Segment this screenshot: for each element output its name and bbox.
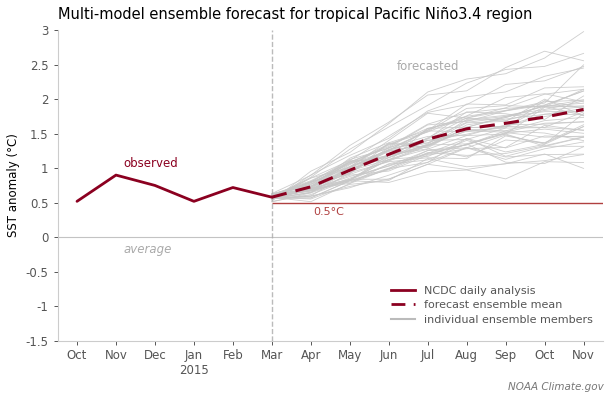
Text: NOAA Climate.gov: NOAA Climate.gov [508, 382, 604, 392]
Text: Multi-model ensemble forecast for tropical Pacific Niño3.4 region: Multi-model ensemble forecast for tropic… [57, 7, 532, 22]
Text: 0.5°C: 0.5°C [313, 207, 343, 217]
Text: average: average [124, 243, 172, 256]
Y-axis label: SST anomaly (°C): SST anomaly (°C) [7, 133, 20, 237]
Text: observed: observed [124, 157, 179, 170]
Text: forecasted: forecasted [396, 60, 459, 73]
Legend: NCDC daily analysis, forecast ensemble mean, individual ensemble members: NCDC daily analysis, forecast ensemble m… [386, 281, 598, 329]
